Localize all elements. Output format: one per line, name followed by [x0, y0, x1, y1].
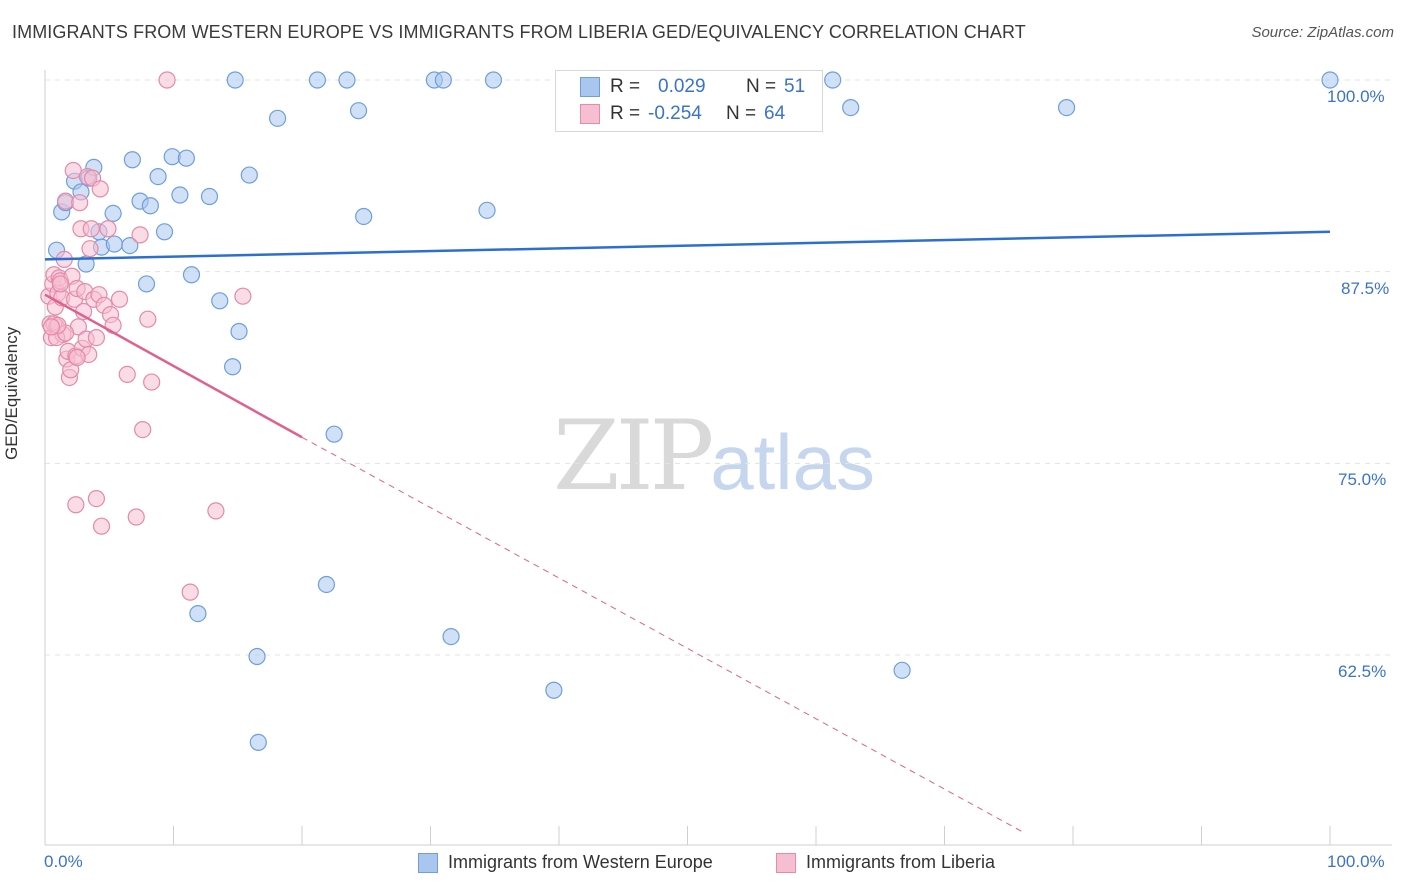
western-europe-point-46 — [189, 604, 207, 623]
western-europe-point-21 — [240, 166, 258, 184]
western-europe-point-26 — [349, 102, 368, 120]
western-europe-point-43 — [121, 237, 139, 255]
western-europe-point-36 — [1057, 98, 1076, 117]
y-tick-100: 100.0% — [1327, 87, 1385, 106]
liberia-point-38 — [91, 180, 109, 198]
bottom-pink-swatch — [776, 852, 796, 873]
liberia-point-50 — [234, 287, 252, 305]
blue-swatch — [580, 77, 600, 97]
western-europe-point-29 — [434, 71, 452, 89]
western-europe-point-50 — [249, 733, 267, 752]
liberia-trendline-dashed — [301, 436, 1022, 832]
western-europe-point-48 — [442, 627, 460, 646]
correlation-legend: R = 0.029 N = 51 R = -0.254 N = 64 — [555, 70, 823, 132]
western-europe-point-37 — [1321, 71, 1339, 89]
bottom-blue-label: Immigrants from Western Europe — [448, 852, 713, 872]
chart-title: IMMIGRANTS FROM WESTERN EUROPE VS IMMIGR… — [12, 22, 1026, 42]
liberia-point-62 — [51, 275, 70, 293]
x-tick-min: 0.0% — [44, 852, 83, 871]
liberia-point-57 — [92, 517, 111, 535]
liberia-point-19 — [64, 161, 82, 180]
western-europe-point-20 — [230, 322, 248, 341]
liberia-point-32 — [81, 240, 99, 258]
liberia-point-47 — [139, 310, 157, 328]
western-europe-point-45 — [317, 575, 336, 594]
western-europe-point-42 — [105, 235, 123, 253]
pink-n-label: N = — [726, 103, 757, 124]
western-europe-point-16 — [182, 266, 201, 284]
western-europe-point-11 — [149, 168, 167, 186]
liberia-point-56 — [87, 490, 106, 508]
western-europe-point-25 — [338, 71, 356, 89]
western-europe-point-22 — [268, 109, 287, 127]
liberia-point-42 — [104, 316, 122, 334]
liberia-point-45 — [131, 226, 149, 244]
pink-n-value: 64 — [764, 103, 786, 124]
liberia-point-13 — [56, 192, 75, 210]
western-europe-point-18 — [211, 292, 229, 310]
western-europe-point-33 — [824, 71, 842, 89]
pink-r-label: R = — [610, 103, 641, 124]
western-europe-point-17 — [200, 187, 219, 206]
western-europe-point-47 — [248, 647, 266, 666]
bottom-legend-pink: Immigrants from Liberia — [776, 852, 995, 873]
liberia-point-24 — [71, 194, 89, 212]
blue-n-value: 51 — [784, 76, 806, 97]
y-tick-75: 75.0% — [1338, 470, 1387, 489]
western-europe-point-49 — [545, 681, 563, 699]
liberia-point-58 — [127, 508, 145, 526]
liberia-point-40 — [99, 220, 117, 238]
western-europe-point-14 — [171, 186, 189, 204]
western-europe-point-15 — [177, 149, 195, 167]
western-europe-point-13 — [163, 148, 181, 166]
western-europe-point-31 — [484, 71, 503, 89]
bottom-blue-swatch — [418, 852, 438, 873]
western-europe-trendline — [44, 230, 1331, 261]
blue-r-label: R = — [610, 76, 641, 97]
liberia-point-48 — [143, 373, 161, 391]
western-europe-point-27 — [355, 207, 373, 226]
liberia-point-63 — [42, 318, 61, 336]
legend-row-blue: R = 0.029 N = 51 — [580, 75, 805, 99]
western-europe-point-19 — [224, 358, 242, 376]
blue-r-value: 0.029 — [658, 76, 706, 97]
y-tick-87-5: 87.5% — [1341, 279, 1390, 298]
pink-swatch — [580, 104, 600, 124]
western-europe-point-10 — [141, 197, 159, 215]
liberia-point-43 — [110, 290, 129, 308]
liberia-point-46 — [134, 421, 152, 439]
watermark-atlas: atlas — [710, 418, 875, 506]
liberia-point-60 — [181, 583, 199, 601]
western-europe-point-35 — [893, 661, 911, 679]
blue-n-label: N = — [746, 76, 777, 97]
western-europe-point-23 — [226, 71, 244, 89]
liberia-point-59 — [207, 502, 225, 520]
western-europe-point-24 — [308, 71, 327, 89]
western-europe-point-30 — [478, 201, 496, 219]
liberia-point-54 — [68, 348, 86, 367]
western-europe-point-7 — [104, 204, 122, 222]
western-europe-point-12 — [155, 223, 174, 241]
y-tick-62-5: 62.5% — [1338, 662, 1387, 681]
western-europe-point-34 — [842, 98, 860, 117]
liberia-point-33 — [82, 220, 100, 238]
western-europe-point-38 — [137, 275, 156, 293]
western-europe-point-8 — [123, 151, 141, 169]
x-tick-max: 100.0% — [1327, 852, 1385, 871]
legend-row-pink: R = -0.254 N = 64 — [580, 102, 785, 126]
watermark-zip: ZIP — [553, 400, 714, 512]
liberia-point-44 — [118, 365, 136, 383]
pink-r-value: -0.254 — [648, 103, 702, 124]
western-europe-point-44 — [325, 425, 343, 443]
liberia-trendline — [44, 293, 303, 439]
liberia-point-36 — [87, 329, 106, 347]
liberia-point-49 — [158, 71, 176, 89]
bottom-legend-blue: Immigrants from Western Europe — [418, 852, 713, 873]
bottom-pink-label: Immigrants from Liberia — [806, 852, 996, 872]
liberia-point-55 — [67, 496, 85, 514]
source-label: Source: ZipAtlas.com — [1251, 24, 1394, 41]
watermark: ZIPatlas — [553, 400, 875, 512]
